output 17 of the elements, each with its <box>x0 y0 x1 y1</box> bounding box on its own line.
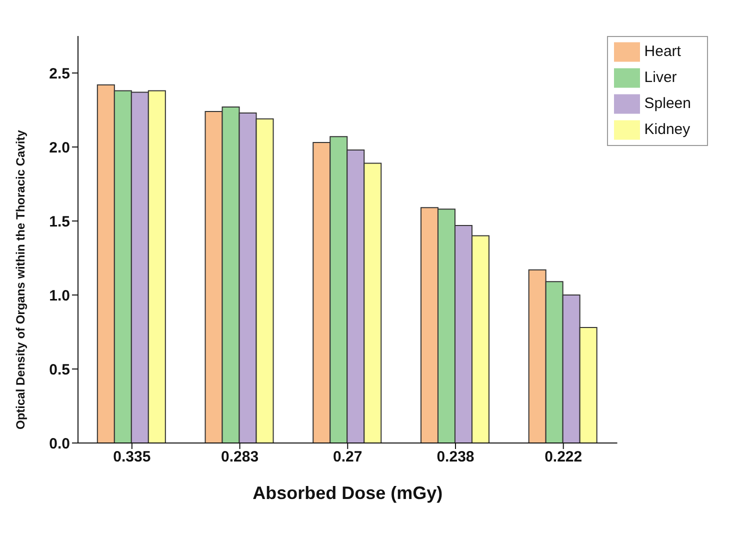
legend-label: Spleen <box>644 95 691 112</box>
legend-label: Heart <box>644 43 681 60</box>
y-tick-label: 0.0 <box>49 435 70 452</box>
y-tick-label: 1.0 <box>49 287 70 304</box>
x-axis-title: Absorbed Dose (mGy) <box>252 483 443 503</box>
y-tick-label: 0.5 <box>49 361 70 378</box>
x-tick-label: 0.27 <box>333 448 362 466</box>
x-tick-label: 0.335 <box>113 448 151 466</box>
y-axis-title: Optical Density of Organs within the Thoracic Cavity <box>13 130 28 430</box>
y-tick-label: 2.5 <box>49 65 70 82</box>
x-tick-label: 0.283 <box>221 448 259 466</box>
x-tick-label: 0.238 <box>436 448 474 466</box>
x-tick-label: 0.222 <box>544 448 582 466</box>
y-tick-label: 1.5 <box>49 213 70 230</box>
legend-label: Kidney <box>644 121 690 138</box>
legend-label: Liver <box>644 69 677 86</box>
y-tick-label: 2.0 <box>49 139 70 156</box>
